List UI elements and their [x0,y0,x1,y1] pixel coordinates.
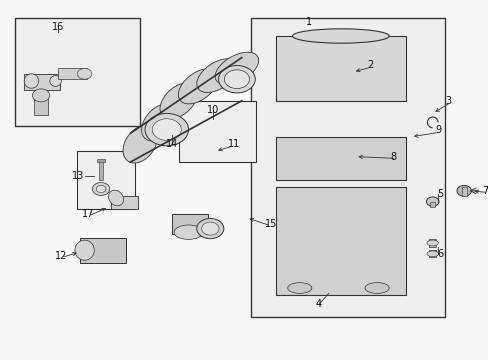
Bar [275,36,406,101]
Circle shape [218,66,255,93]
Text: 10: 10 [206,105,219,115]
Ellipse shape [50,76,61,86]
Ellipse shape [123,125,157,163]
Ellipse shape [108,190,123,206]
Bar [111,196,138,209]
Bar [34,94,48,115]
Bar [251,18,444,317]
Bar [80,238,125,263]
Text: 5: 5 [437,189,443,199]
Ellipse shape [302,148,345,166]
Ellipse shape [426,251,438,257]
Ellipse shape [292,142,355,171]
Ellipse shape [174,225,203,239]
Ellipse shape [365,283,388,293]
Bar [429,202,434,207]
Bar [328,155,333,160]
Text: 7: 7 [482,186,488,196]
Text: 12: 12 [55,251,67,261]
Ellipse shape [287,283,311,293]
Bar [97,159,105,162]
Text: 3: 3 [444,96,450,106]
Ellipse shape [77,68,92,79]
Circle shape [224,70,249,89]
Text: 13: 13 [72,171,84,181]
Ellipse shape [75,240,94,260]
Circle shape [426,197,438,206]
Text: 14: 14 [165,139,178,149]
Bar [461,187,466,196]
Ellipse shape [24,74,39,88]
Bar [275,137,406,180]
Ellipse shape [196,59,238,93]
Bar [15,18,140,126]
Circle shape [32,89,50,102]
Ellipse shape [160,83,197,119]
Bar [99,160,103,180]
Circle shape [456,185,470,196]
Bar [314,155,319,160]
Circle shape [201,222,219,235]
Ellipse shape [426,240,438,246]
Text: 9: 9 [434,125,440,135]
Bar [275,187,406,295]
Bar [179,101,256,162]
Text: 11: 11 [228,139,240,149]
Text: 4: 4 [315,299,322,309]
Bar [58,68,87,79]
Text: 16: 16 [52,22,64,32]
Circle shape [152,119,181,140]
Ellipse shape [178,69,218,104]
Text: 17: 17 [82,209,94,219]
Text: 15: 15 [264,219,277,229]
Text: 6: 6 [437,249,443,259]
Circle shape [196,219,224,239]
Text: 1: 1 [306,17,312,27]
Bar [428,239,435,247]
Circle shape [92,183,109,195]
Ellipse shape [215,52,258,85]
Bar [24,74,61,90]
Circle shape [145,113,188,146]
Bar [77,151,135,209]
Text: 8: 8 [390,152,396,162]
Ellipse shape [292,29,388,43]
Bar [171,214,207,234]
Ellipse shape [142,104,177,141]
Bar [428,250,435,257]
Text: 2: 2 [366,60,373,70]
Circle shape [96,185,106,193]
